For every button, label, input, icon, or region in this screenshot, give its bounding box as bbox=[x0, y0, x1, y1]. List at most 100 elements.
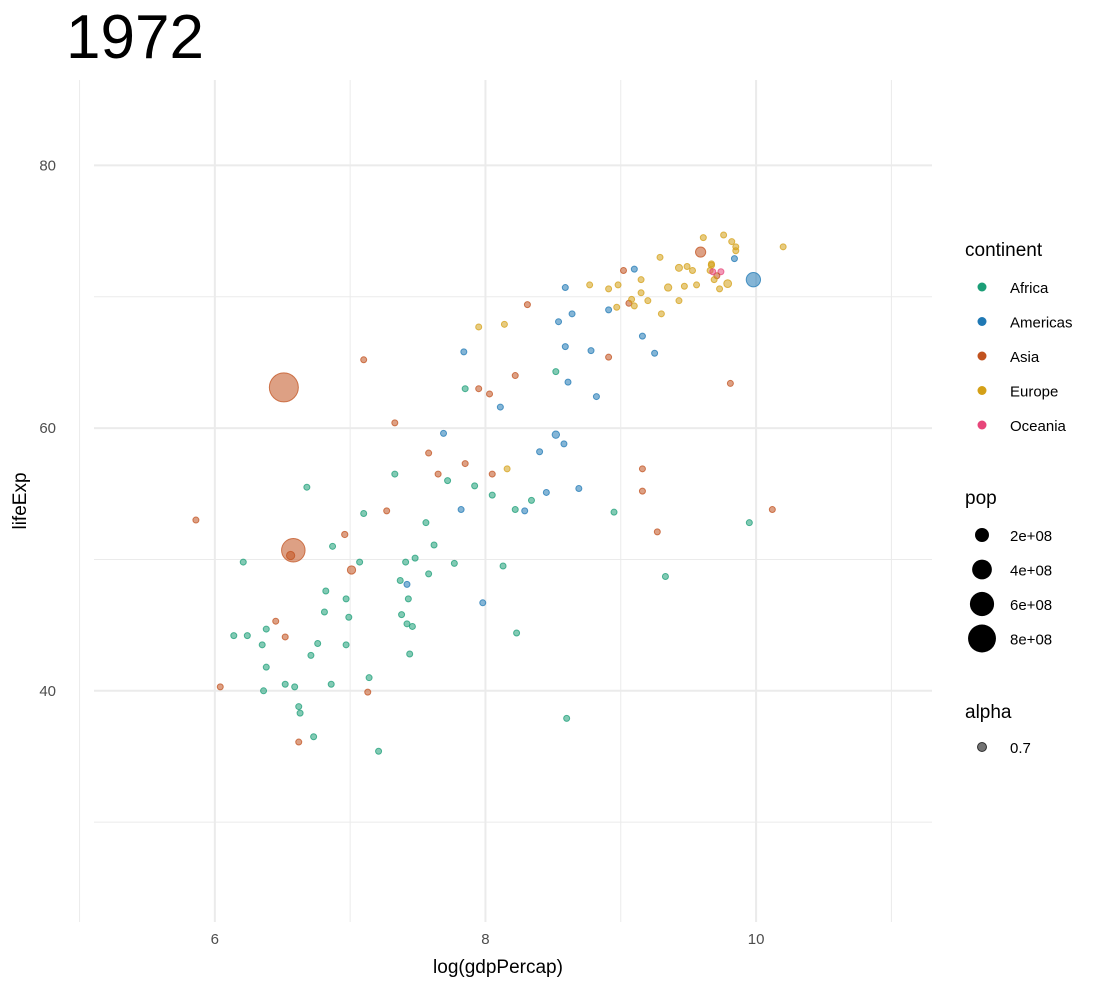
data-point bbox=[613, 303, 621, 311]
data-point bbox=[375, 747, 383, 755]
data-point bbox=[723, 279, 733, 288]
data-point bbox=[638, 487, 646, 495]
data-point bbox=[745, 272, 762, 288]
pop-legend-title: pop bbox=[965, 488, 997, 509]
chart-title: 1972 bbox=[66, 3, 204, 72]
data-point bbox=[434, 470, 442, 478]
data-point bbox=[262, 625, 270, 633]
data-point bbox=[314, 640, 322, 648]
x-tick-label: 8 bbox=[481, 931, 489, 948]
continent-legend-key bbox=[977, 420, 987, 430]
data-point bbox=[341, 530, 349, 539]
data-point bbox=[402, 558, 410, 566]
data-point bbox=[258, 641, 266, 649]
data-point bbox=[653, 528, 661, 536]
data-point bbox=[717, 268, 725, 276]
data-point bbox=[488, 491, 496, 499]
continent-legend-key bbox=[977, 282, 987, 292]
data-point bbox=[411, 554, 419, 562]
data-point bbox=[295, 703, 303, 711]
data-point bbox=[552, 368, 560, 376]
data-point bbox=[521, 507, 529, 515]
data-point bbox=[638, 465, 646, 473]
data-point bbox=[628, 295, 636, 303]
data-point bbox=[230, 632, 238, 640]
data-point bbox=[586, 281, 594, 289]
data-point bbox=[342, 595, 350, 603]
data-point bbox=[260, 687, 268, 695]
data-point bbox=[551, 430, 561, 439]
data-point bbox=[664, 283, 673, 292]
data-point bbox=[488, 470, 496, 478]
alpha-legend-key bbox=[977, 742, 987, 752]
data-point bbox=[422, 519, 430, 527]
y-axis-title: lifeExp bbox=[10, 472, 31, 529]
data-point bbox=[486, 390, 494, 398]
data-point bbox=[587, 347, 595, 355]
data-point bbox=[440, 429, 448, 437]
data-point bbox=[568, 310, 576, 318]
data-point bbox=[637, 276, 645, 284]
data-point bbox=[396, 576, 404, 584]
data-point bbox=[630, 265, 638, 273]
data-point bbox=[408, 622, 416, 630]
alpha-legend-title: alpha bbox=[965, 702, 1012, 723]
data-point bbox=[732, 247, 740, 255]
data-point bbox=[329, 542, 337, 550]
x-tick-label: 10 bbox=[748, 931, 765, 948]
data-point bbox=[307, 651, 315, 659]
continent-legend-title: continent bbox=[965, 240, 1043, 261]
pop-legend-label: 4e+08 bbox=[1010, 563, 1052, 580]
data-point bbox=[674, 263, 683, 272]
data-point bbox=[561, 284, 569, 292]
data-point bbox=[637, 289, 645, 297]
data-point bbox=[342, 641, 350, 649]
data-point bbox=[680, 282, 688, 290]
data-point bbox=[268, 372, 299, 403]
data-point bbox=[527, 496, 535, 504]
data-point bbox=[430, 541, 438, 549]
pop-legend-key bbox=[969, 591, 995, 617]
continent-legend-label: Africa bbox=[1010, 280, 1049, 297]
data-point bbox=[657, 310, 665, 318]
data-point bbox=[563, 714, 571, 722]
data-point bbox=[425, 570, 433, 578]
data-point bbox=[475, 385, 483, 393]
data-points bbox=[192, 231, 787, 755]
data-point bbox=[310, 733, 318, 741]
data-point bbox=[406, 650, 414, 658]
data-point bbox=[243, 632, 251, 640]
data-point bbox=[511, 506, 519, 514]
data-point bbox=[675, 297, 683, 305]
data-point bbox=[728, 238, 736, 246]
data-point bbox=[614, 281, 622, 289]
data-point bbox=[496, 403, 504, 411]
data-point bbox=[683, 263, 691, 271]
data-point bbox=[475, 323, 483, 331]
data-point bbox=[745, 519, 753, 527]
data-point bbox=[356, 558, 364, 566]
data-point bbox=[503, 465, 511, 473]
data-point bbox=[560, 440, 568, 448]
data-point bbox=[619, 266, 627, 274]
data-point bbox=[523, 301, 531, 309]
pop-legend-label: 6e+08 bbox=[1010, 597, 1052, 614]
continent-legend-key bbox=[977, 351, 987, 361]
continent-legend-key bbox=[977, 317, 987, 326]
continent-legend-key bbox=[977, 386, 987, 395]
pop-legend-key bbox=[975, 528, 989, 542]
data-point bbox=[460, 348, 468, 356]
continent-legend-label: Americas bbox=[1010, 315, 1073, 332]
data-point bbox=[479, 599, 487, 607]
data-point bbox=[644, 297, 652, 305]
data-point bbox=[360, 509, 368, 517]
grid bbox=[79, 80, 932, 922]
data-point bbox=[239, 558, 247, 566]
data-point bbox=[651, 349, 659, 357]
data-point bbox=[592, 393, 600, 401]
x-tick-label: 6 bbox=[211, 931, 219, 948]
data-point bbox=[364, 688, 372, 696]
pop-legend-key bbox=[968, 624, 996, 653]
data-point bbox=[730, 255, 738, 263]
continent-legend-label: Europe bbox=[1010, 384, 1058, 401]
